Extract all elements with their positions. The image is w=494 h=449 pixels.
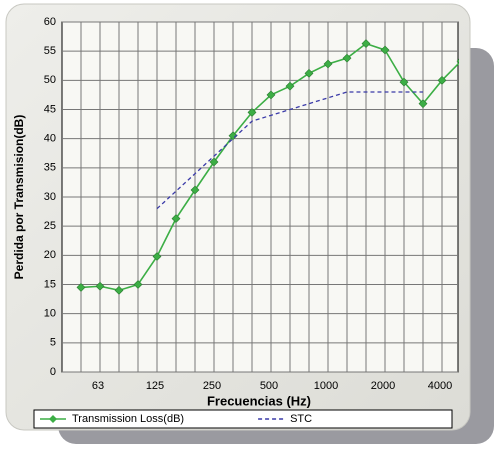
point	[228, 131, 238, 141]
x-tick-label: 250	[203, 380, 221, 392]
point	[304, 68, 314, 78]
point	[171, 214, 181, 224]
point	[247, 107, 257, 117]
y-tick-label: 25	[44, 220, 56, 232]
y-tick-label: 0	[50, 366, 56, 378]
point	[76, 282, 86, 292]
point	[266, 90, 276, 100]
point	[95, 281, 105, 291]
y-tick-label: 20	[44, 249, 56, 261]
point	[114, 285, 124, 295]
y-tick-label: 15	[44, 278, 56, 290]
point	[437, 75, 447, 85]
y-tick-label: 10	[44, 308, 56, 320]
legend-label: Transmission Loss(dB)	[72, 413, 184, 425]
y-tick-label: 40	[44, 133, 56, 145]
point	[323, 59, 333, 69]
point	[342, 53, 352, 63]
point	[190, 185, 200, 195]
series-line	[156, 91, 423, 210]
point	[361, 39, 371, 49]
x-tick-label: 500	[260, 380, 278, 392]
x-tick-label: 4000	[428, 380, 452, 392]
point	[209, 157, 219, 167]
y-tick-label: 55	[44, 45, 56, 57]
legend-marker	[49, 415, 57, 423]
series-layer	[76, 39, 459, 295]
y-tick-label: 45	[44, 103, 56, 115]
point	[418, 99, 428, 109]
point	[399, 77, 409, 87]
y-tick-label: 60	[44, 16, 56, 28]
x-tick-label: 125	[146, 380, 164, 392]
y-tick-label: 50	[44, 74, 56, 86]
point	[380, 45, 390, 55]
point	[133, 280, 143, 289]
y-axis-label: Perdida por Transmision(dB)	[12, 115, 26, 280]
y-tick-label: 30	[44, 191, 56, 203]
x-axis-label: Frecuencias (Hz)	[207, 393, 311, 408]
legend-label: STC	[290, 413, 312, 425]
grid	[62, 21, 458, 373]
point	[152, 252, 162, 261]
x-tick-label: 1000	[314, 380, 338, 392]
x-tick-label: 63	[92, 380, 104, 392]
x-tick-label: 2000	[371, 380, 395, 392]
point	[456, 58, 459, 64]
y-tick-label: 35	[44, 162, 56, 174]
y-tick-label: 5	[50, 337, 56, 349]
legend	[33, 409, 453, 429]
point	[285, 81, 295, 91]
